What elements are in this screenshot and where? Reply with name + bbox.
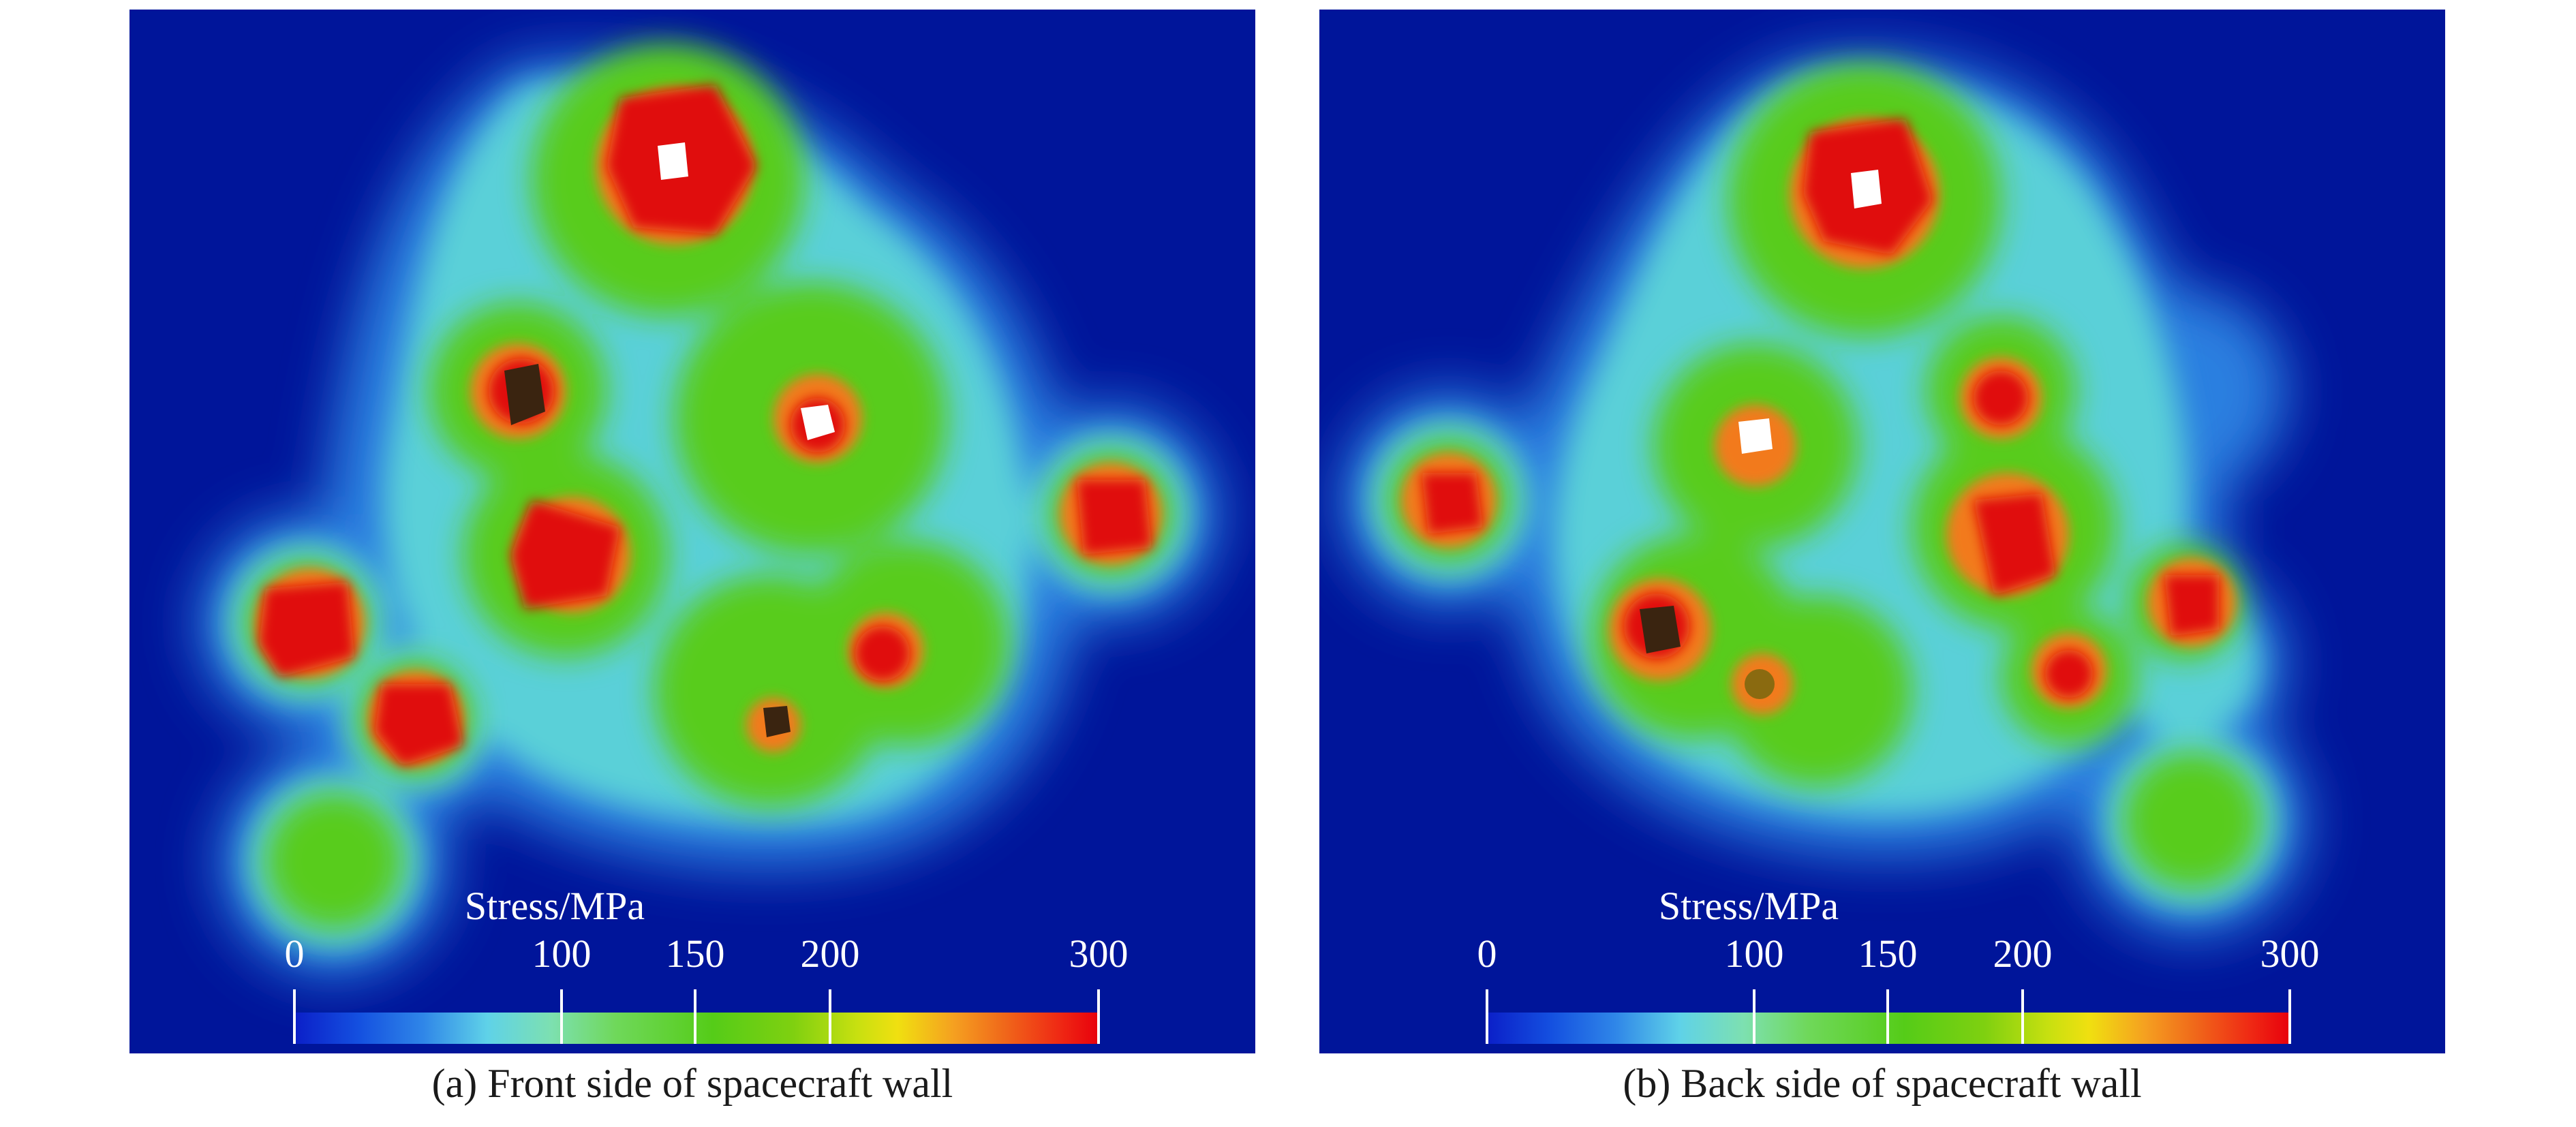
back-side-stress-map: Stress/MPa 0 100 150 200 300 [1319, 10, 2445, 1053]
tick-label-100: 100 [1724, 931, 1784, 976]
caption-front-side: (a) Front side of spacecraft wall [431, 1061, 953, 1106]
tick-mark-300 [1097, 989, 1100, 1044]
front-perforation-hole [658, 142, 688, 180]
front-side-stress-map: Stress/MPa 0 100 150 200 300 [129, 10, 1255, 1053]
back-crater-dark [1640, 606, 1681, 653]
tick-mark-300 [2288, 989, 2291, 1044]
back-perforation-hole [1851, 170, 1882, 209]
tick-mark-0 [1486, 989, 1488, 1044]
back-perforation-hole-2 [1738, 418, 1773, 454]
front-crater-dark [504, 364, 545, 425]
caption-back-side: (b) Back side of spacecraft wall [1623, 1061, 2142, 1106]
tick-mark-150 [1886, 989, 1889, 1044]
legend-title: Stress/MPa [464, 884, 645, 928]
front-side-stress-field [198, 44, 1220, 977]
tick-label-150: 150 [1858, 931, 1918, 976]
front-crater-dark-2 [763, 706, 791, 737]
tick-mark-0 [293, 989, 296, 1044]
front-perforation-hole-2 [801, 405, 835, 440]
tick-mark-100 [560, 989, 563, 1044]
tick-label-0: 0 [284, 931, 305, 976]
tick-label-100: 100 [532, 931, 592, 976]
tick-label-300: 300 [2260, 931, 2320, 976]
tick-label-200: 200 [1993, 931, 2053, 976]
legend-title: Stress/MPa [1658, 884, 1839, 928]
tick-label-300: 300 [1069, 931, 1129, 976]
tick-mark-200 [829, 989, 831, 1044]
tick-label-150: 150 [665, 931, 725, 976]
tick-mark-100 [1753, 989, 1755, 1044]
back-side-stress-field [1340, 52, 2307, 936]
tick-mark-200 [2021, 989, 2024, 1044]
stress-colorbar [294, 1013, 1099, 1044]
tick-mark-150 [694, 989, 696, 1044]
back-crater-dark-2 [1745, 669, 1775, 699]
tick-label-0: 0 [1477, 931, 1497, 976]
tick-label-200: 200 [800, 931, 860, 976]
